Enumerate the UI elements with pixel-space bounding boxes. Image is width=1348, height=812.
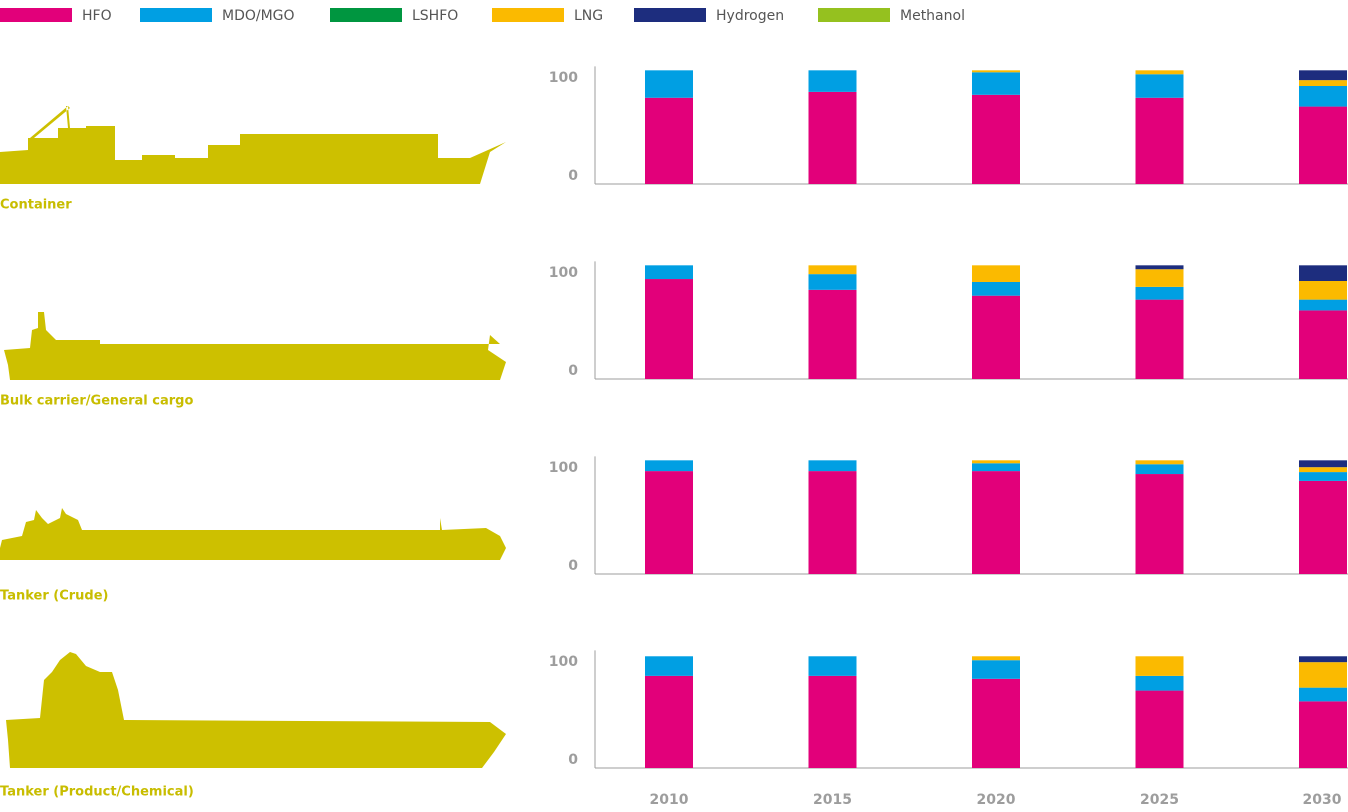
x-tick-label: 2025 bbox=[1140, 792, 1179, 808]
bar-segment bbox=[645, 656, 693, 676]
x-tick-label: 2030 bbox=[1303, 792, 1342, 808]
bar-segment bbox=[645, 70, 693, 98]
bar-segment bbox=[1299, 467, 1347, 473]
bar-segment bbox=[808, 70, 857, 92]
legend-swatch bbox=[140, 8, 212, 22]
legend-swatch bbox=[634, 8, 706, 22]
bar-segment bbox=[645, 265, 693, 280]
bar-segment bbox=[972, 678, 1020, 768]
ship-container bbox=[0, 106, 506, 184]
ship-label: Bulk carrier/General cargo bbox=[0, 394, 193, 409]
bar-segment bbox=[808, 91, 857, 184]
legend-label: HFO bbox=[82, 8, 112, 24]
legend-swatch bbox=[818, 8, 890, 22]
ship-label: Container bbox=[0, 198, 72, 213]
bar-segment bbox=[1135, 675, 1184, 691]
bar-segment bbox=[1299, 281, 1347, 300]
bar-segment bbox=[1299, 460, 1347, 468]
y-tick-label: 100 bbox=[549, 70, 578, 86]
ship-crude bbox=[0, 508, 506, 560]
bar-segment bbox=[1299, 299, 1347, 311]
bar-segment bbox=[1135, 464, 1184, 475]
bar-segment bbox=[645, 460, 693, 472]
bar-segment bbox=[1135, 74, 1184, 98]
bar-segment bbox=[645, 471, 693, 574]
bar-segment bbox=[1299, 86, 1347, 107]
bar-segment bbox=[645, 97, 693, 184]
bar-segment bbox=[808, 471, 857, 574]
bar-segment bbox=[1299, 701, 1347, 768]
bar-segment bbox=[972, 656, 1020, 661]
y-tick-label: 0 bbox=[568, 168, 578, 184]
bar-segment bbox=[1135, 690, 1184, 768]
legend-swatch bbox=[330, 8, 402, 22]
y-tick-label: 100 bbox=[549, 460, 578, 476]
legend-label: MDO/MGO bbox=[222, 8, 295, 24]
bar-segment bbox=[1135, 474, 1184, 574]
bar-segment bbox=[1135, 286, 1184, 300]
bar-segment bbox=[1299, 662, 1347, 688]
bar-segment bbox=[972, 72, 1020, 95]
bar-segment bbox=[1135, 299, 1184, 379]
bar-segment bbox=[808, 460, 857, 472]
legend-label: Methanol bbox=[900, 8, 965, 24]
legend-label: LSHFO bbox=[412, 8, 458, 24]
bar-segment bbox=[972, 463, 1020, 472]
y-tick-label: 100 bbox=[549, 654, 578, 670]
bar-segment bbox=[972, 660, 1020, 679]
bar-segment bbox=[1299, 106, 1347, 184]
bar-segment bbox=[645, 675, 693, 768]
bar-segment bbox=[972, 471, 1020, 574]
legend-label: LNG bbox=[574, 8, 603, 24]
bar-segment bbox=[1299, 472, 1347, 481]
y-tick-label: 100 bbox=[549, 265, 578, 281]
bar-segment bbox=[972, 94, 1020, 184]
x-tick-label: 2010 bbox=[650, 792, 689, 808]
bar-segment bbox=[1135, 265, 1184, 270]
bar-segment bbox=[645, 279, 693, 379]
bar-segment bbox=[808, 274, 857, 290]
bar-segment bbox=[1299, 70, 1347, 81]
ship-label: Tanker (Crude) bbox=[0, 589, 108, 604]
bar-segment bbox=[1135, 97, 1184, 184]
bar-segment bbox=[808, 265, 857, 275]
x-tick-label: 2020 bbox=[977, 792, 1016, 808]
bar-segment bbox=[1299, 687, 1347, 702]
legend-swatch bbox=[0, 8, 72, 22]
y-tick-label: 0 bbox=[568, 752, 578, 768]
bar-segment bbox=[972, 70, 1020, 73]
ship-bulk bbox=[4, 312, 506, 380]
bar-segment bbox=[808, 656, 857, 676]
bar-segment bbox=[1135, 656, 1184, 676]
bar-segment bbox=[1299, 656, 1347, 663]
bar-segment bbox=[972, 460, 1020, 464]
ship-product bbox=[6, 652, 506, 768]
x-tick-label: 2015 bbox=[813, 792, 852, 808]
bar-segment bbox=[1299, 265, 1347, 281]
bar-segment bbox=[1135, 70, 1184, 75]
bar-segment bbox=[1299, 480, 1347, 574]
bar-segment bbox=[972, 281, 1020, 296]
bar-segment bbox=[808, 675, 857, 768]
y-tick-label: 0 bbox=[568, 363, 578, 379]
bar-segment bbox=[1299, 80, 1347, 86]
legend-label: Hydrogen bbox=[716, 8, 784, 24]
bar-segment bbox=[972, 295, 1020, 379]
y-tick-label: 0 bbox=[568, 558, 578, 574]
bar-segment bbox=[808, 289, 857, 379]
bar-segment bbox=[1135, 269, 1184, 287]
bar-segment bbox=[1299, 310, 1347, 379]
legend-swatch bbox=[492, 8, 564, 22]
bar-segment bbox=[1135, 460, 1184, 465]
ship-label: Tanker (Product/Chemical) bbox=[0, 785, 194, 800]
bar-segment bbox=[972, 265, 1020, 282]
